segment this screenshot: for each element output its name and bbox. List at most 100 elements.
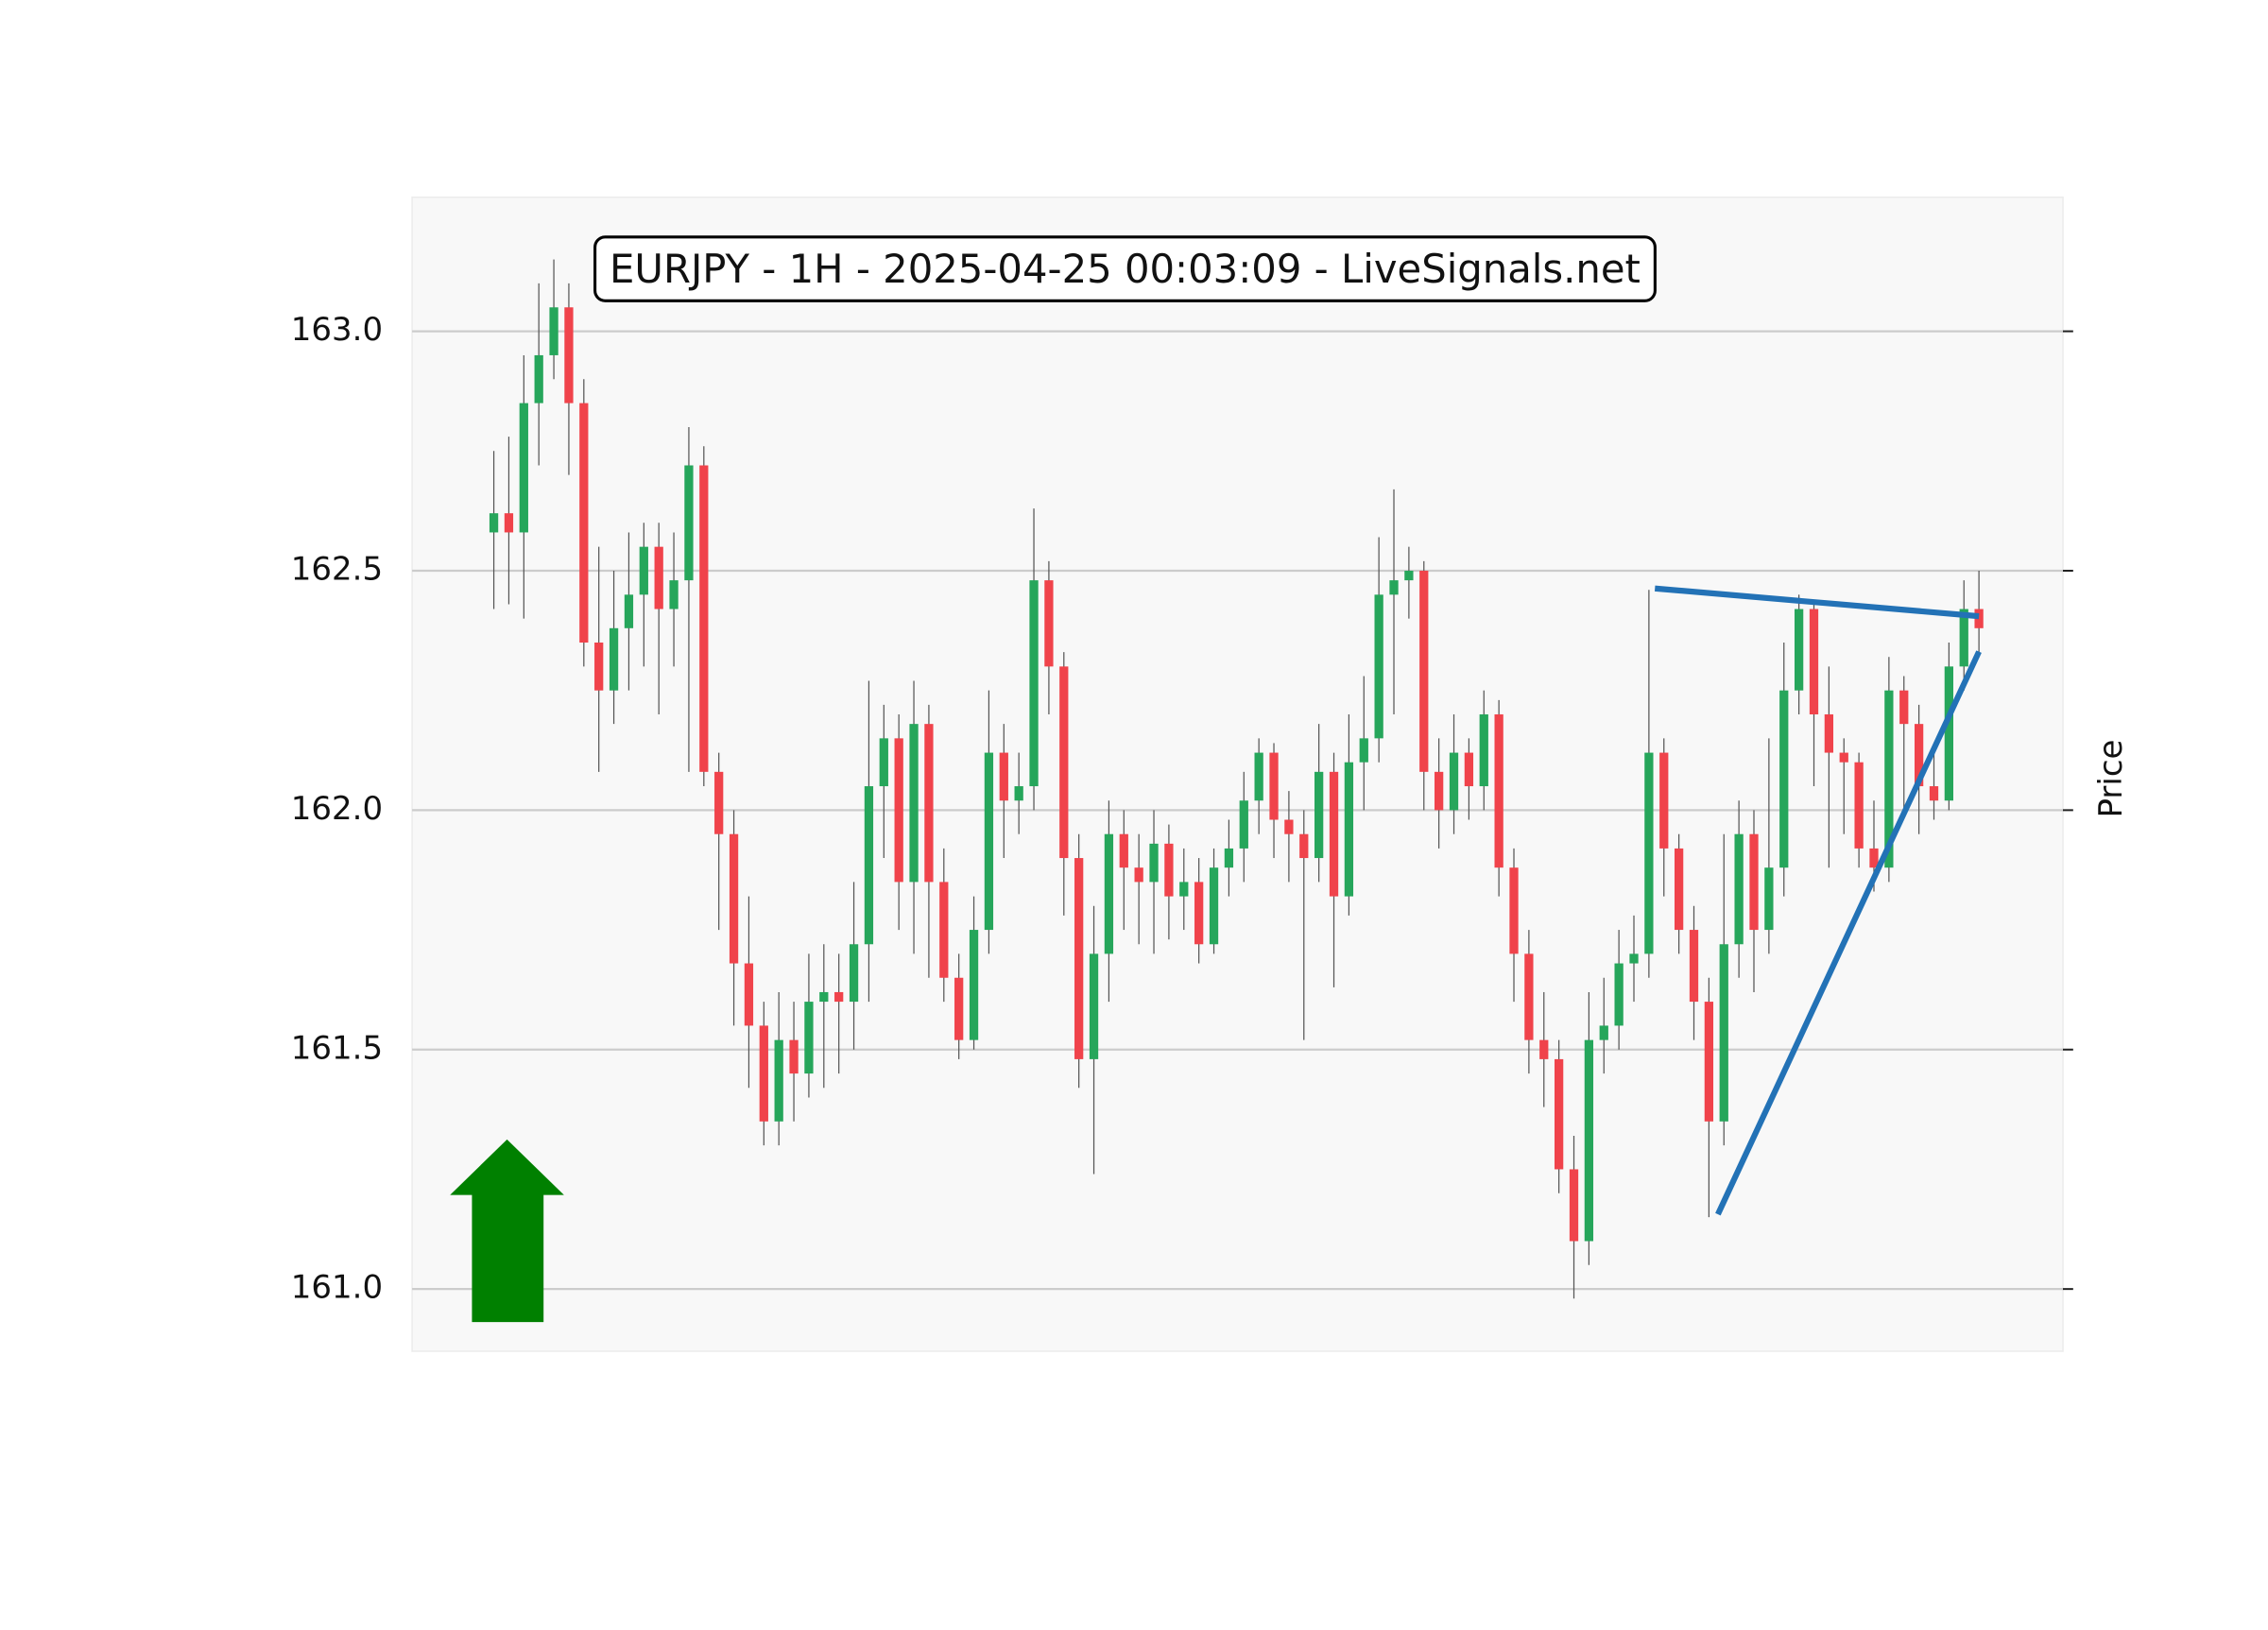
candle-body xyxy=(1149,843,1159,883)
candle-body xyxy=(639,546,648,595)
candle-body xyxy=(1464,752,1474,787)
candle-body xyxy=(1119,833,1128,868)
candle-body xyxy=(654,546,663,609)
candle-body xyxy=(1929,786,1939,801)
candle-body xyxy=(1239,800,1248,849)
candle-body xyxy=(489,513,499,533)
candle-body xyxy=(504,513,514,533)
candle-body xyxy=(1374,594,1383,739)
signal-arrow xyxy=(450,1139,564,1323)
candle-body xyxy=(1794,609,1804,691)
candle-body xyxy=(729,833,739,964)
candle-body xyxy=(1674,848,1684,931)
candle-body xyxy=(774,1039,783,1122)
candle-body xyxy=(1824,714,1834,753)
candle-body xyxy=(1749,833,1759,931)
candle-body xyxy=(894,738,903,883)
candle-body xyxy=(1104,833,1114,954)
candle-body xyxy=(1179,882,1189,897)
candle-body xyxy=(1959,609,1968,667)
candle-body xyxy=(714,771,724,834)
candle-body xyxy=(954,977,964,1040)
candle-body xyxy=(534,354,543,403)
candle-body xyxy=(1029,580,1039,787)
candle-body xyxy=(1074,858,1084,1059)
candle-body xyxy=(1719,944,1728,1122)
title-box xyxy=(593,235,1657,302)
candle-body xyxy=(1704,1002,1714,1122)
plot-area xyxy=(411,196,2064,1352)
candle-body xyxy=(1659,752,1669,849)
candle-body xyxy=(1974,609,1984,628)
overlays xyxy=(1654,585,1982,1216)
candle-body xyxy=(924,724,934,883)
candle-body xyxy=(1089,953,1099,1059)
candle-body xyxy=(1419,570,1429,772)
candle-body xyxy=(1194,882,1204,945)
candle-body xyxy=(1539,1039,1549,1059)
candle-body xyxy=(1554,1058,1564,1170)
candle-body xyxy=(1479,714,1488,787)
grid: 161.0 161.5 162.0 162.5 163.0 xyxy=(291,311,2073,1307)
candle-body xyxy=(1209,867,1219,945)
candle-body xyxy=(1599,1025,1608,1040)
candle-body xyxy=(1524,953,1534,1040)
candle-body xyxy=(1809,609,1819,715)
candle-body xyxy=(1359,738,1368,763)
y-tick-label: 161.0 xyxy=(291,1269,383,1307)
candle-body xyxy=(1509,867,1519,954)
candle-body xyxy=(669,580,679,609)
candle-body xyxy=(1869,848,1879,868)
y-tick-label: 163.0 xyxy=(291,311,383,349)
candle-body xyxy=(1389,580,1399,595)
trend-line xyxy=(1654,585,1980,620)
candle-body xyxy=(1269,752,1279,820)
candle-body xyxy=(1764,867,1774,931)
y-tick-label: 162.0 xyxy=(291,790,383,828)
candle-body xyxy=(1644,752,1654,954)
candle-body xyxy=(1689,930,1699,1003)
candle-body xyxy=(699,465,709,772)
candle-body xyxy=(1044,580,1054,667)
candle-body xyxy=(1164,843,1174,897)
candle-body xyxy=(1629,953,1639,964)
candle-body xyxy=(819,991,829,1003)
candles xyxy=(489,259,1984,1299)
candle-body xyxy=(1899,690,1909,725)
candle-body xyxy=(579,403,589,643)
candle-body xyxy=(744,963,754,1026)
candle-body xyxy=(804,1002,814,1074)
candle-body xyxy=(1884,690,1894,868)
candle-body xyxy=(624,594,634,628)
candle-body xyxy=(999,752,1008,801)
candle-body xyxy=(594,643,604,691)
candle-body xyxy=(909,724,919,883)
candle-body xyxy=(564,307,574,403)
candle-body xyxy=(1344,762,1354,897)
candle-body xyxy=(879,738,888,787)
candle-body xyxy=(789,1039,799,1074)
candle-body xyxy=(684,465,694,581)
candle-body xyxy=(1404,570,1414,581)
candle-body xyxy=(1329,771,1339,897)
candle-body xyxy=(1734,833,1744,945)
candle-body xyxy=(1299,833,1309,859)
candle-body xyxy=(1014,786,1023,801)
candle-body xyxy=(609,627,619,691)
candle-body xyxy=(549,307,558,355)
candle-body xyxy=(1059,666,1069,859)
candle-body xyxy=(864,786,874,945)
candle-body xyxy=(1839,752,1848,763)
y-tick-label: 161.5 xyxy=(291,1029,383,1067)
candle-body xyxy=(1569,1169,1579,1242)
candle-body xyxy=(1944,666,1954,801)
candle-body xyxy=(834,991,844,1003)
candle-body xyxy=(1134,867,1143,883)
candle-body xyxy=(1254,752,1263,801)
candle-body xyxy=(1614,963,1624,1026)
candle-body xyxy=(1914,724,1924,787)
candle-body xyxy=(984,752,994,931)
trend-line xyxy=(1715,650,1982,1216)
candle-body xyxy=(759,1025,768,1122)
